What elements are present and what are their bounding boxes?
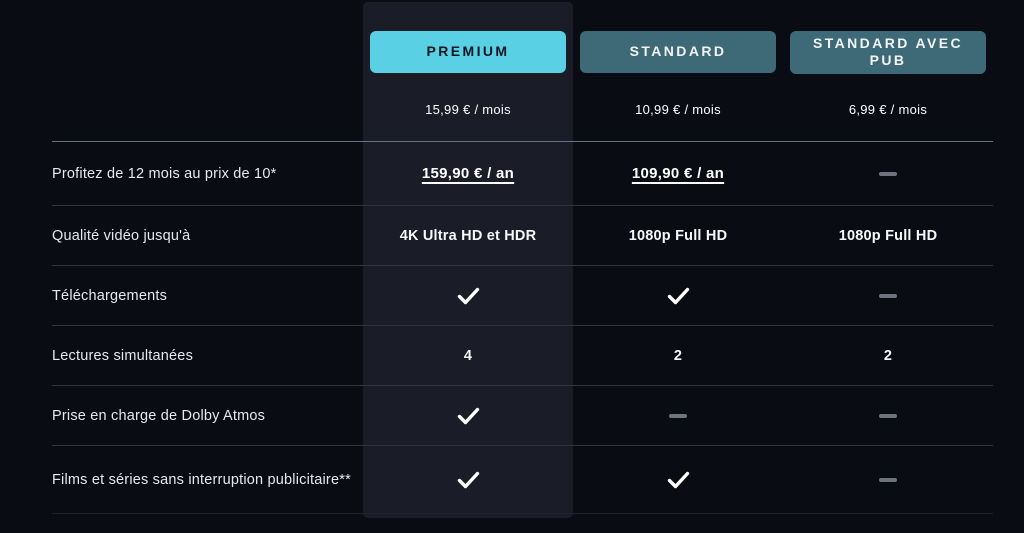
feature-cell: 4 [363,348,573,364]
check-icon [457,407,479,424]
feature-cell [783,171,993,176]
dash-icon [879,413,897,418]
feature-cell [783,413,993,418]
plan-prices: 15,99 € / mois 10,99 € / mois 6,99 € / m… [0,102,1024,117]
feature-cell: 4K Ultra HD et HDR [363,228,573,244]
feature-label: Prise en charge de Dolby Atmos [52,407,266,424]
feature-cell [783,293,993,298]
feature-cell: 159,90 € / an [363,165,573,182]
check-icon [667,471,689,488]
check-icon [457,471,479,488]
check-icon [457,287,479,304]
plan-button-premium[interactable]: PREMIUM [370,31,566,73]
feature-cell [363,471,573,489]
plan-button-standard-avec-pub[interactable]: STANDARD AVEC PUB [790,30,986,74]
annual-price-link[interactable]: 109,90 € / an [631,165,725,182]
feature-cell [783,477,993,482]
feature-value: 2 [673,347,683,364]
feature-cell: 2 [783,348,993,364]
table-row: Films et séries sans interruption public… [52,446,993,514]
feature-label: Qualité vidéo jusqu'à [52,227,191,244]
table-row: Lectures simultanées 4 2 2 [52,326,993,386]
feature-value: 4 [463,347,473,364]
feature-label: Lectures simultanées [52,347,194,364]
plan-table: Profitez de 12 mois au prix de 10* 159,90… [52,141,993,514]
dash-icon [879,477,897,482]
feature-value: 1080p Full HD [628,227,728,244]
standard-monthly-price: 10,99 € / mois [635,102,721,117]
feature-cell: 1080p Full HD [573,228,783,244]
table-row: Profitez de 12 mois au prix de 10* 159,90… [52,142,993,206]
feature-cell [573,471,783,489]
plan-header: PREMIUM STANDARD STANDARD AVEC PUB [0,0,1024,75]
feature-value: 4K Ultra HD et HDR [399,227,537,244]
feature-label: Téléchargements [52,287,168,304]
feature-cell [573,413,783,418]
premium-column-highlight [363,2,573,518]
feature-value: 1080p Full HD [838,227,938,244]
feature-cell: 2 [573,348,783,364]
feature-cell [363,407,573,425]
dash-icon [879,171,897,176]
table-row: Prise en charge de Dolby Atmos [52,386,993,446]
feature-cell: 109,90 € / an [573,165,783,182]
plan-button-standard[interactable]: STANDARD [580,31,776,73]
dash-icon [879,293,897,298]
table-row: Qualité vidéo jusqu'à 4K Ultra HD et HDR 1… [52,206,993,266]
feature-label: Films et séries sans interruption public… [52,471,351,488]
feature-value: 2 [883,347,893,364]
table-row: Téléchargements [52,266,993,326]
feature-cell [363,287,573,305]
standard-avec-pub-monthly-price: 6,99 € / mois [848,102,928,117]
feature-label: Profitez de 12 mois au prix de 10* [52,165,277,182]
feature-cell: 1080p Full HD [783,228,993,244]
check-icon [667,287,689,304]
feature-cell [573,287,783,305]
annual-price-link[interactable]: 159,90 € / an [421,165,515,182]
dash-icon [669,413,687,418]
premium-monthly-price: 15,99 € / mois [425,102,511,117]
